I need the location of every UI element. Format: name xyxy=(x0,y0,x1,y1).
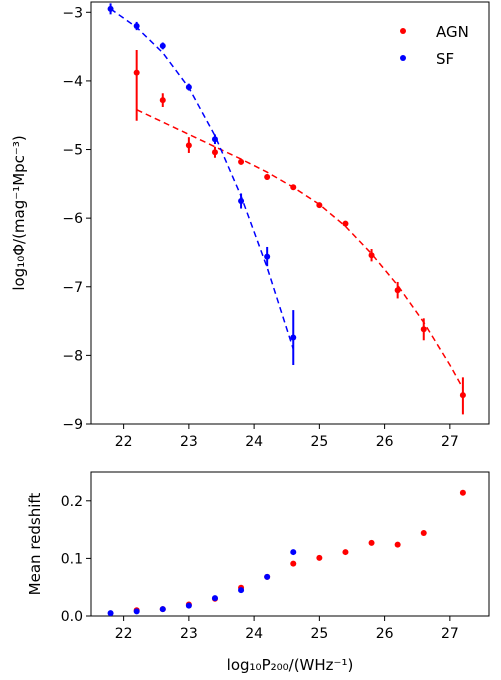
sf-redshift-point xyxy=(290,549,297,556)
bottom-y-axis-label: Mean redshift xyxy=(26,493,44,596)
agn-redshift-point xyxy=(290,560,297,567)
sf-redshift-point xyxy=(185,602,192,609)
agn-point xyxy=(159,97,166,104)
x-tick-label: 24 xyxy=(245,626,263,642)
sf-point xyxy=(185,84,192,91)
sf-redshift-point xyxy=(107,610,114,617)
agn-point xyxy=(264,173,271,180)
agn-point xyxy=(211,149,218,156)
agn-legend-label: AGN xyxy=(436,23,469,41)
error-bars xyxy=(109,3,464,415)
y-tick-label: −8 xyxy=(62,348,83,364)
agn-point xyxy=(238,158,245,165)
sf-legend-marker xyxy=(400,55,406,61)
sf-redshift-point xyxy=(211,595,218,602)
sf-point xyxy=(133,23,140,30)
sf-point xyxy=(238,197,245,204)
agn-redshift-point xyxy=(316,554,323,561)
x-tick-label: 22 xyxy=(115,626,133,642)
y-tick-label: −7 xyxy=(62,280,83,296)
sf-fit-line xyxy=(110,8,295,350)
agn-redshift-point xyxy=(342,549,349,556)
y-tick-label: −4 xyxy=(62,74,83,90)
top-y-axis-ticks: −3 −4 −5 −6 −7 −8 −9 xyxy=(62,5,91,433)
y-tick-label: −5 xyxy=(62,143,83,159)
top-x-axis-ticks: 22 23 24 25 26 27 xyxy=(115,424,459,450)
bottom-x-axis-label: log₁₀P₂₀₀/(WHz⁻¹) xyxy=(227,656,354,674)
y-tick-label: 0.2 xyxy=(61,494,83,510)
x-tick-label: 26 xyxy=(376,626,394,642)
agn-redshift-point xyxy=(459,489,466,496)
agn-redshift-point xyxy=(420,530,427,537)
top-y-axis-label: log₁₀Φ/(mag⁻¹Mpc⁻³) xyxy=(10,135,28,290)
bottom-y-axis-ticks: 0.0 0.1 0.2 xyxy=(61,494,91,625)
x-tick-label: 22 xyxy=(115,434,133,450)
sf-legend-label: SF xyxy=(436,50,454,68)
sf-redshift-point xyxy=(264,573,271,580)
agn-fit-line xyxy=(136,109,464,389)
y-tick-label: −3 xyxy=(62,5,83,21)
agn-point xyxy=(316,202,323,209)
agn-legend-marker xyxy=(400,28,406,34)
x-tick-label: 27 xyxy=(441,434,459,450)
x-tick-label: 26 xyxy=(376,434,394,450)
sf-point xyxy=(290,334,297,341)
agn-redshift-point xyxy=(368,539,375,546)
agn-point xyxy=(459,392,466,399)
sf-point xyxy=(107,5,114,12)
x-tick-label: 25 xyxy=(310,434,328,450)
redshift-points xyxy=(107,489,466,617)
sf-point xyxy=(264,253,271,260)
top-plot-frame xyxy=(90,1,490,425)
y-tick-label: −9 xyxy=(62,417,83,433)
agn-point xyxy=(185,142,192,149)
x-tick-label: 23 xyxy=(180,434,198,450)
mean-redshift-panel: 22 23 24 25 26 27 0.0 0.1 0.2 Mean redshift log… xyxy=(26,471,490,674)
x-tick-label: 27 xyxy=(441,626,459,642)
y-tick-label: 0.0 xyxy=(61,609,83,625)
y-tick-label: −6 xyxy=(62,211,83,227)
agn-redshift-point xyxy=(394,541,401,548)
luminosity-function-panel: 22 23 24 25 26 27 −3 −4 −5 −6 −7 −8 −9 AGN SF log₁₀Φ… xyxy=(10,1,490,450)
sf-redshift-point xyxy=(159,606,166,613)
agn-point xyxy=(394,287,401,294)
agn-point xyxy=(342,220,349,227)
legend: AGN SF xyxy=(400,23,469,68)
agn-point xyxy=(290,184,297,191)
y-tick-label: 0.1 xyxy=(61,551,83,567)
sf-point xyxy=(211,136,218,143)
sf-point xyxy=(159,42,166,49)
bottom-x-axis-ticks: 22 23 24 25 26 27 xyxy=(115,616,459,642)
sf-redshift-point xyxy=(238,587,245,594)
fit-curves xyxy=(110,8,464,389)
bottom-plot-frame xyxy=(90,471,490,617)
x-tick-label: 25 xyxy=(310,626,328,642)
agn-point xyxy=(420,326,427,333)
agn-point xyxy=(133,69,140,76)
x-tick-label: 23 xyxy=(180,626,198,642)
agn-point xyxy=(368,252,375,259)
sf-redshift-point xyxy=(133,608,140,615)
data-points xyxy=(107,5,466,399)
x-tick-label: 24 xyxy=(245,434,263,450)
